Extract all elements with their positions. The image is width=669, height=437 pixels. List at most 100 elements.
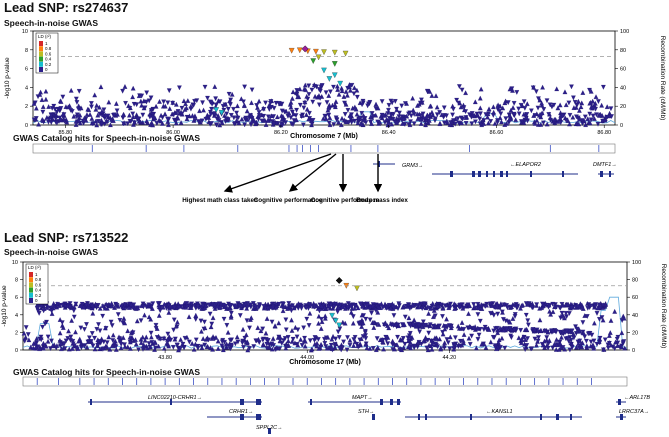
snp-point (131, 302, 137, 308)
snp-point (437, 323, 442, 329)
ld-snp-point (288, 47, 295, 54)
snp-point (280, 308, 286, 313)
snp-point (569, 328, 575, 334)
snp-point (376, 322, 382, 327)
snp-point (26, 337, 32, 343)
snp-point (477, 105, 483, 111)
panel2-gene-track: LINC02210-CRHR1→ MAPT→ ←ARL17B CRHR1→ ST… (88, 395, 650, 434)
snp-point (332, 343, 338, 349)
snp-point (242, 84, 247, 90)
snp-point (127, 106, 133, 111)
snp-point (592, 320, 597, 326)
snp-point (532, 121, 538, 126)
snp-point (432, 313, 438, 319)
annotation-highest-math: Highest math class taken (182, 197, 258, 204)
snp-point (44, 115, 50, 120)
snp-point (381, 112, 387, 118)
snp-point (81, 304, 86, 310)
snp-point (544, 121, 550, 127)
snp-point (607, 330, 613, 335)
snp-point (302, 82, 308, 88)
snp-point (130, 330, 136, 336)
snp-point (144, 118, 150, 124)
snp-point (571, 105, 577, 110)
snp-point (438, 345, 444, 351)
gene-label-kansl1: ←KANSL1 (486, 409, 513, 415)
snp-point (430, 323, 436, 329)
snp-point (200, 336, 206, 341)
snp-point (181, 98, 187, 104)
snp-point (276, 320, 282, 326)
snp-point (547, 115, 553, 121)
snp-point (348, 87, 353, 93)
snp-point (477, 318, 483, 324)
snp-point (151, 114, 157, 120)
lead-snp-marker (301, 45, 309, 53)
snp-point (516, 106, 521, 112)
snp-point (120, 112, 126, 118)
snp-point (223, 116, 229, 122)
snp-point (128, 346, 133, 351)
y-tick-label: 2 (15, 330, 18, 336)
snp-point (113, 101, 119, 106)
annotation-cognitive-2: Cognitive performance (311, 197, 380, 204)
snp-point (502, 122, 508, 127)
snp-point (355, 305, 361, 311)
snp-point (458, 338, 463, 344)
snp-point (577, 338, 583, 344)
snp-point (199, 345, 205, 350)
snp-point (90, 343, 96, 349)
snp-point (54, 343, 60, 348)
snp-point (55, 301, 60, 307)
snp-point (45, 338, 51, 344)
snp-point (614, 336, 620, 342)
y-tick-label: 4 (25, 85, 28, 91)
snp-point (84, 322, 89, 327)
legend-swatch (39, 67, 43, 72)
snp-point (89, 331, 95, 336)
snp-point (245, 347, 251, 353)
snp-point (40, 109, 46, 115)
snp-point (349, 112, 354, 118)
snp-point (509, 86, 515, 92)
panel1-catalog-frame (32, 143, 616, 154)
snp-point (128, 119, 134, 124)
snp-point (385, 120, 391, 126)
snp-point (486, 106, 492, 112)
snp-point (117, 336, 123, 342)
snp-point (485, 114, 490, 120)
snp-point (511, 101, 517, 106)
snp-point (455, 116, 461, 122)
snp-point (511, 327, 517, 333)
snp-point (597, 340, 603, 346)
snp-point (576, 121, 582, 127)
snp-point (375, 309, 381, 315)
snp-point (87, 335, 92, 341)
snp-point (306, 116, 311, 122)
snp-point (120, 335, 126, 340)
snp-point (362, 329, 368, 334)
snp-point (433, 336, 439, 341)
snp-point (138, 98, 144, 104)
x-tick-label: 85.80 (58, 130, 72, 136)
snp-point (538, 121, 544, 127)
snp-point (492, 344, 498, 350)
snp-point (365, 103, 370, 109)
legend-label: 0.2 (35, 293, 42, 298)
snp-point (206, 114, 212, 120)
snp-point (248, 302, 254, 308)
snp-point (130, 111, 136, 117)
snp-point (307, 110, 312, 116)
snp-point (335, 87, 340, 92)
snp-point (66, 328, 71, 334)
snp-point (217, 99, 223, 105)
snp-point (499, 119, 504, 125)
snp-point (594, 112, 599, 118)
snp-point (237, 313, 243, 318)
arrow-cognitive-1 (288, 153, 337, 192)
snp-point (275, 114, 280, 120)
y-tick-label: 8 (25, 48, 28, 54)
snp-point (231, 115, 237, 121)
legend-swatch (29, 292, 33, 298)
snp-point (191, 103, 196, 108)
